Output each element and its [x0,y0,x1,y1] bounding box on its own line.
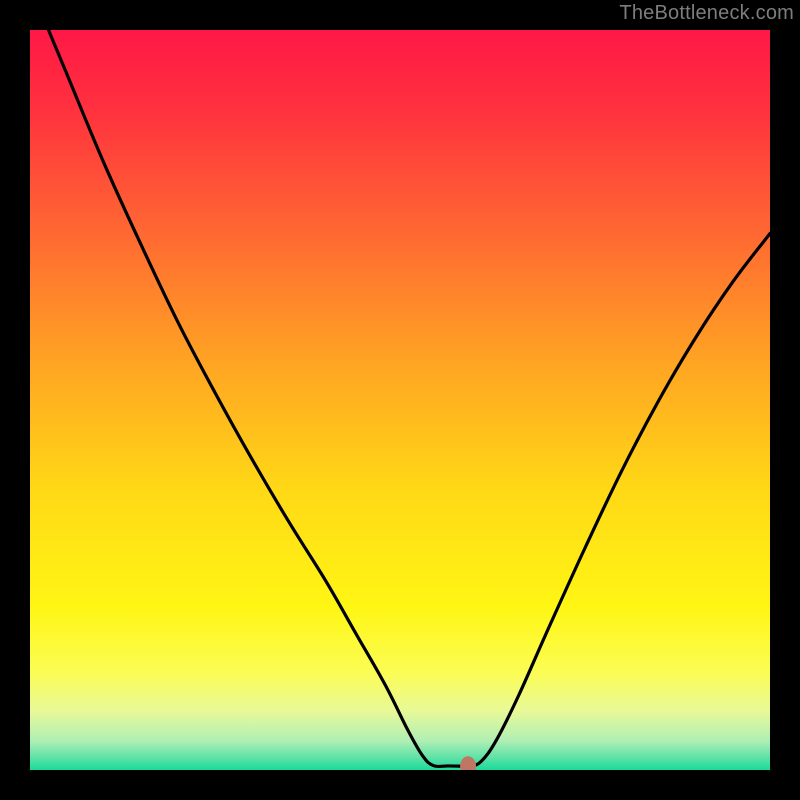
chart-border-right [770,0,800,800]
bottleneck-chart [0,0,800,800]
chart-border-bottom [0,770,800,800]
chart-border-left [0,0,30,800]
watermark-label: TheBottleneck.com [619,2,794,25]
chart-container: TheBottleneck.com [0,0,800,800]
